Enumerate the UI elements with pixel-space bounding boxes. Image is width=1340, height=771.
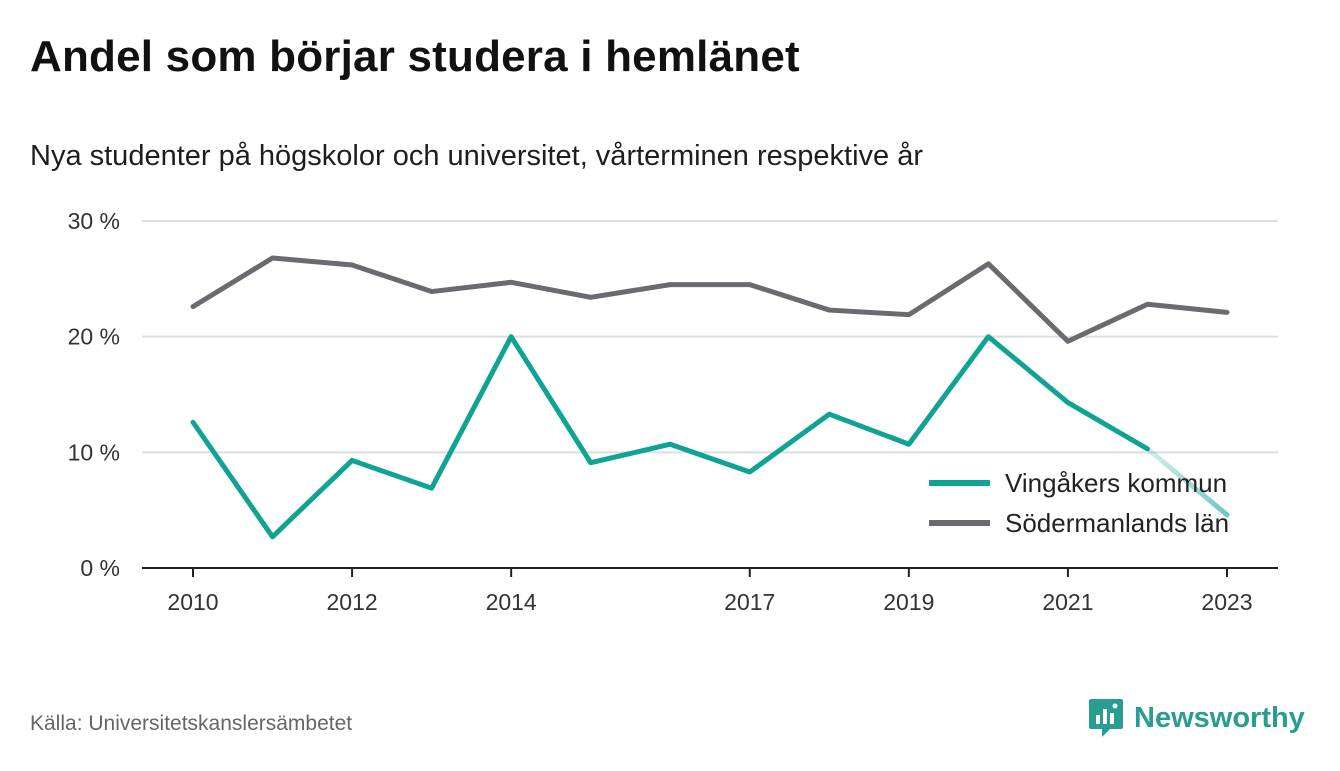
y-tick-label: 10 % <box>68 439 120 465</box>
legend: Vingåkers kommun Södermanlands län <box>929 468 1229 538</box>
brand-name: Newsworthy <box>1134 701 1305 734</box>
x-tick-label: 2023 <box>1201 589 1252 615</box>
brand-logo: Newsworthy <box>1088 697 1305 739</box>
legend-label-vingaker: Vingåkers kommun <box>1005 468 1227 498</box>
x-tick-label: 2019 <box>883 589 934 615</box>
x-tick-label: 2010 <box>167 589 218 615</box>
y-tick-label: 30 % <box>68 208 120 234</box>
source-note: Källa: Universitetskanslersämbetet <box>30 712 353 735</box>
x-tick-label: 2014 <box>486 589 537 615</box>
x-tick-label: 2017 <box>724 589 775 615</box>
chart-subtitle: Nya studenter på högskolor och universit… <box>30 140 923 172</box>
series-line-vingaker <box>190 334 1150 540</box>
series-line-vingaker-provisional <box>1144 446 1230 518</box>
chart-title: Andel som börjar studera i hemlänet <box>30 32 800 81</box>
series-lines <box>190 255 1230 540</box>
line-chart: 0 % 10 % 20 % 30 % 2010 2012 2014 2017 2019 2021… <box>68 208 1278 615</box>
legend-label-sodermanland: Södermanlands län <box>1005 508 1229 538</box>
x-axis: 2010 2012 2014 2017 2019 2021 2023 <box>142 567 1278 615</box>
gridlines <box>142 220 1278 454</box>
x-tick-label: 2021 <box>1042 589 1093 615</box>
y-tick-label: 0 % <box>80 555 120 581</box>
y-tick-label: 20 % <box>68 324 120 350</box>
series-line-sodermanland <box>190 255 1230 344</box>
newsworthy-logo-icon <box>1089 699 1123 737</box>
y-axis-tick-labels: 0 % 10 % 20 % 30 % <box>68 208 120 581</box>
x-tick-label: 2012 <box>326 589 377 615</box>
